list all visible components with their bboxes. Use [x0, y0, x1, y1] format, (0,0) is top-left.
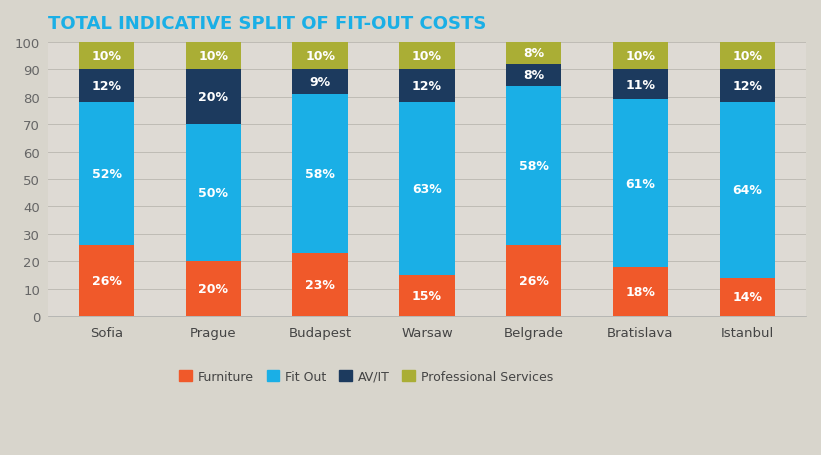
Text: 26%: 26%: [92, 274, 122, 287]
Text: TOTAL INDICATIVE SPLIT OF FIT-OUT COSTS: TOTAL INDICATIVE SPLIT OF FIT-OUT COSTS: [48, 15, 486, 33]
Bar: [612, 70, 668, 100]
Bar: [612, 100, 668, 267]
Text: 18%: 18%: [626, 285, 655, 298]
Bar: [719, 278, 775, 316]
Text: 50%: 50%: [199, 187, 228, 200]
Bar: [79, 245, 135, 316]
Text: 10%: 10%: [732, 50, 762, 63]
Bar: [506, 65, 562, 86]
Text: 10%: 10%: [626, 50, 655, 63]
Bar: [506, 43, 562, 65]
Text: 10%: 10%: [412, 50, 442, 63]
Text: 15%: 15%: [412, 289, 442, 302]
Bar: [186, 43, 241, 70]
Text: 14%: 14%: [732, 291, 762, 303]
Legend: Furniture, Fit Out, AV/IT, Professional Services: Furniture, Fit Out, AV/IT, Professional …: [176, 366, 557, 387]
Text: 20%: 20%: [199, 91, 228, 104]
Bar: [292, 43, 348, 70]
Text: 9%: 9%: [310, 76, 331, 89]
Bar: [399, 70, 455, 103]
Bar: [612, 267, 668, 316]
Bar: [79, 103, 135, 245]
Text: 10%: 10%: [92, 50, 122, 63]
Text: 61%: 61%: [626, 177, 655, 190]
Bar: [292, 95, 348, 253]
Text: 63%: 63%: [412, 182, 442, 196]
Bar: [186, 125, 241, 262]
Bar: [399, 43, 455, 70]
Bar: [399, 103, 455, 275]
Text: 10%: 10%: [199, 50, 228, 63]
Text: 64%: 64%: [732, 184, 762, 197]
Text: 11%: 11%: [626, 79, 655, 91]
Text: 23%: 23%: [305, 278, 335, 291]
Bar: [186, 262, 241, 316]
Text: 26%: 26%: [519, 274, 548, 287]
Bar: [719, 70, 775, 103]
Text: 10%: 10%: [305, 50, 335, 63]
Bar: [719, 103, 775, 278]
Text: 52%: 52%: [92, 167, 122, 181]
Bar: [79, 70, 135, 103]
Bar: [612, 43, 668, 70]
Text: 12%: 12%: [92, 80, 122, 93]
Bar: [399, 275, 455, 316]
Bar: [292, 70, 348, 95]
Text: 8%: 8%: [523, 69, 544, 82]
Bar: [719, 43, 775, 70]
Bar: [79, 43, 135, 70]
Text: 12%: 12%: [412, 80, 442, 93]
Text: 12%: 12%: [732, 80, 762, 93]
Text: 20%: 20%: [199, 283, 228, 295]
Bar: [292, 253, 348, 316]
Text: 58%: 58%: [519, 159, 548, 172]
Bar: [506, 245, 562, 316]
Text: 58%: 58%: [305, 167, 335, 181]
Text: 8%: 8%: [523, 47, 544, 60]
Bar: [506, 86, 562, 245]
Bar: [186, 70, 241, 125]
